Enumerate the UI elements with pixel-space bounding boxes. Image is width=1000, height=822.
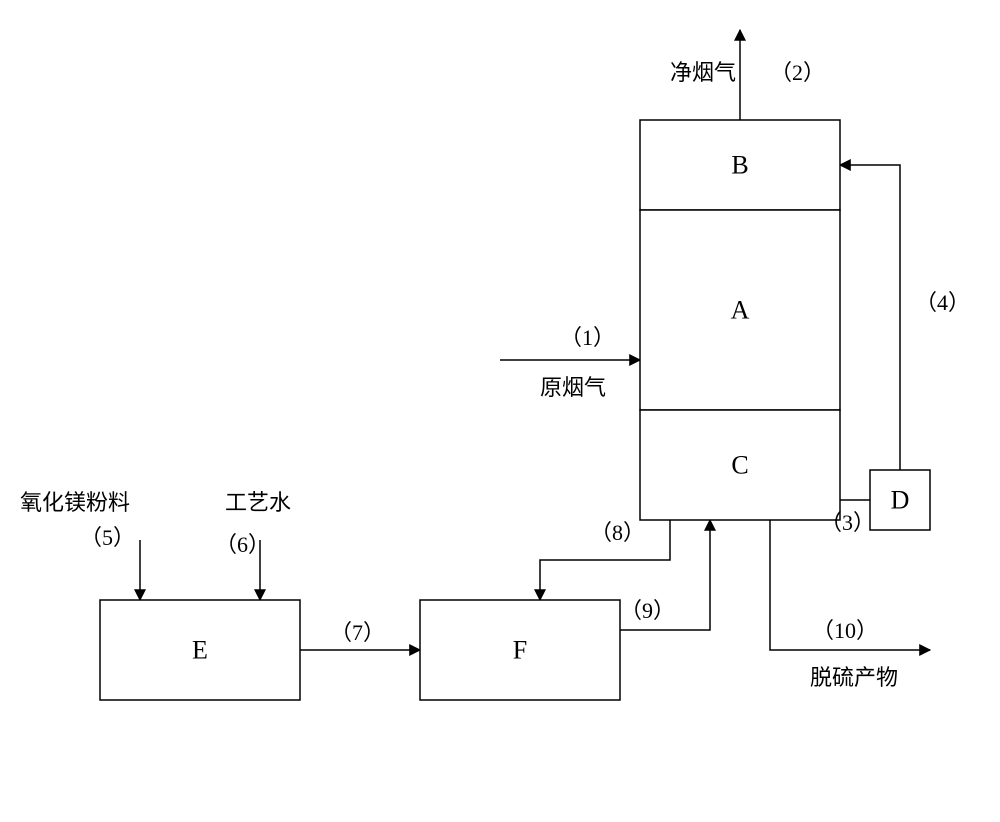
label-stream8: （8） xyxy=(590,520,645,545)
process-flow-diagram: B A C D E F 净烟气 （2） （1） 原烟气氧化镁粉料 （5） 工艺水 （6） （3） （4） （… xyxy=(0,0,1000,822)
label-clean_gas_num: （2） xyxy=(770,60,825,85)
label-mg_powder: 氧化镁粉料 xyxy=(20,490,130,515)
label-clean_gas: 净烟气 xyxy=(670,60,736,85)
node-label-B: B xyxy=(731,151,748,180)
node-label-C: C xyxy=(731,451,748,480)
nodes-layer: B A C D E F xyxy=(100,120,930,700)
label-product: 脱硫产物 xyxy=(810,665,898,690)
label-stream9: （9） xyxy=(620,598,675,623)
label-process_water_num: （6） xyxy=(215,532,270,557)
node-label-F: F xyxy=(513,636,527,665)
label-process_water: 工艺水 xyxy=(225,490,291,515)
label-mg_powder_num: （5） xyxy=(80,525,135,550)
node-label-E: E xyxy=(192,636,208,665)
node-label-A: A xyxy=(731,296,750,325)
edge-d_to_b xyxy=(840,165,900,470)
label-product_num: （10） xyxy=(812,618,878,643)
label-stream7: （7） xyxy=(330,620,385,645)
label-raw_gas: 原烟气 xyxy=(540,375,606,400)
label-stream3: （3） xyxy=(820,510,875,535)
node-label-D: D xyxy=(891,486,910,515)
label-raw_gas_num: （1） xyxy=(560,325,615,350)
label-stream4: （4） xyxy=(915,290,970,315)
